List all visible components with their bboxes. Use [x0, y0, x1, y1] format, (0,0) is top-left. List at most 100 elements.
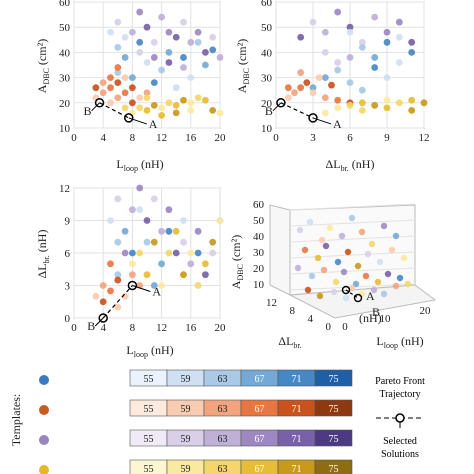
point-orange	[334, 96, 342, 104]
point-yellow	[136, 104, 144, 112]
point-purple	[334, 59, 342, 66]
point-orange	[315, 74, 323, 81]
annot-leader-b	[272, 102, 282, 112]
selected-marker-sample	[395, 413, 405, 423]
point-orange	[99, 298, 107, 306]
point-yellow	[202, 260, 209, 268]
point3d-purple	[296, 226, 304, 234]
point-purple	[395, 18, 403, 26]
templates-label: Templates:	[9, 394, 23, 446]
legend-value: 67	[255, 464, 265, 474]
pareto-trajectory-3d	[345, 289, 359, 299]
point-blue	[129, 74, 136, 81]
point-blue	[114, 271, 122, 279]
point-blue	[395, 33, 403, 41]
z-tick-label: 40	[253, 231, 265, 243]
x-tick-label: 12	[419, 132, 430, 144]
point-orange	[107, 260, 114, 268]
point-blue	[383, 38, 391, 46]
point-blue	[136, 38, 144, 46]
y-tick-label: 30	[59, 73, 71, 85]
x-tick-label: 12	[156, 322, 167, 334]
point-purple	[187, 260, 195, 268]
point-orange	[114, 276, 122, 284]
point-purple	[172, 33, 180, 41]
point-orange	[99, 89, 107, 97]
point3d-blue	[396, 274, 404, 282]
point3d-blue	[306, 218, 314, 226]
selected-solution-b	[276, 98, 286, 108]
point-purple	[165, 28, 173, 36]
point3d-blue	[376, 258, 384, 266]
point-orange	[114, 94, 122, 102]
point-purple	[121, 249, 129, 257]
point-blue	[165, 49, 173, 56]
point-blue	[114, 43, 122, 51]
xlabel-3d: Lloop (nH)	[376, 334, 423, 350]
point-yellow	[158, 112, 166, 119]
point-yellow	[165, 249, 173, 257]
z-tick-label: 20	[253, 263, 265, 275]
point-blue	[194, 249, 202, 257]
point-yellow	[150, 101, 158, 109]
legend-value: 71	[292, 434, 302, 445]
point-purple	[136, 8, 144, 16]
x-tick-label: 8	[130, 322, 136, 334]
point-blue	[371, 54, 379, 61]
y-tick-label: 40	[59, 47, 71, 59]
ylabel-3: ΔLbr. (nH)	[35, 230, 51, 279]
point-blue	[346, 79, 354, 87]
selected-solution-b	[94, 98, 105, 108]
point-orange	[121, 74, 129, 81]
point-yellow	[408, 106, 416, 114]
point-purple	[358, 38, 366, 46]
zlabel-3d: ADBC (cm²)	[229, 235, 245, 289]
z-gridline	[289, 251, 416, 259]
x3d-tick-label: 10	[380, 313, 392, 325]
point-purple	[180, 18, 187, 26]
point-purple	[129, 206, 136, 214]
point-purple	[143, 23, 151, 31]
x-tick-label: 8	[130, 132, 136, 144]
point-purple	[129, 28, 136, 36]
annot-b: B	[265, 104, 273, 118]
point-blue	[114, 69, 122, 76]
point3d-purple	[370, 286, 378, 294]
point-purple	[297, 33, 305, 41]
annot-leader-a	[128, 117, 147, 125]
annot-b: B	[84, 104, 92, 118]
x-tick-label: 9	[384, 132, 390, 144]
point-yellow	[346, 101, 354, 109]
point-yellow	[158, 282, 166, 289]
point3d-yellow	[316, 292, 324, 300]
point-purple	[165, 206, 173, 214]
point3d-purple	[330, 288, 338, 296]
legend-value: 59	[181, 404, 191, 415]
point-yellow	[194, 282, 202, 289]
point-purple	[187, 38, 195, 46]
panel-dlbr-vs-lloop: B A 0 4 8 12 16 20 0 3 6 9 12 Lloop (nH) ΔLbr. (nH)	[35, 183, 226, 359]
point-orange	[321, 94, 329, 102]
legend-value: 75	[329, 434, 339, 445]
x-tick-label: 6	[347, 132, 353, 144]
point3d-blue	[380, 290, 388, 298]
x3d-tick-label: 0	[342, 321, 348, 333]
z-tick-label: 30	[253, 247, 265, 259]
x-tick-label: 3	[310, 132, 316, 144]
point-blue	[107, 217, 114, 224]
legend-value: 71	[292, 404, 302, 415]
z-tick-label: 60	[253, 199, 265, 211]
selected-label-2: Solutions	[381, 449, 419, 460]
unit-3d: (nH)	[359, 311, 382, 325]
point-orange	[129, 84, 136, 92]
point-blue	[158, 66, 166, 74]
point-yellow	[150, 238, 158, 246]
z-tick-label: 10	[253, 279, 265, 291]
point3d-blue	[392, 232, 400, 240]
xlabel-1: Lloop (nH)	[116, 157, 163, 173]
point-purple	[114, 195, 122, 203]
annot-a: A	[149, 117, 158, 131]
point-yellow	[358, 106, 366, 114]
point3d-blue	[334, 258, 342, 266]
point-yellow	[395, 99, 403, 107]
